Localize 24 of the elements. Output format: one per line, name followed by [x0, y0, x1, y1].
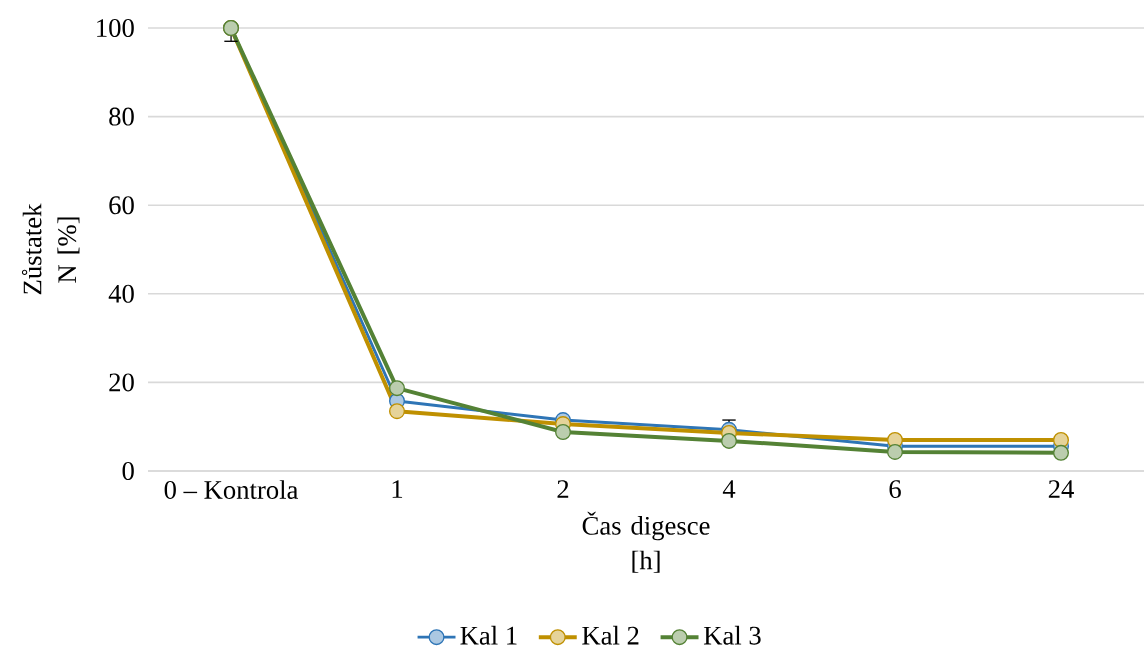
x-tick-label: 2	[557, 480, 569, 498]
point	[1053, 444, 1070, 461]
point	[555, 424, 572, 441]
legend-label: Kal 3	[703, 625, 761, 645]
point	[389, 380, 406, 397]
y-tick-label: 60	[109, 196, 134, 215]
x-axis-title: Čas digesce [h]	[582, 511, 710, 573]
y-tick-label: 20	[109, 373, 134, 392]
point	[721, 432, 738, 449]
x-tick-label: 0 – Kontrola	[164, 480, 299, 499]
x-tick-label: 1	[392, 480, 403, 498]
point	[1053, 431, 1070, 448]
x-tick-label: 4	[722, 480, 736, 498]
legend-label: Kal 2	[582, 625, 639, 645]
y-tick-label: 40	[108, 284, 134, 303]
y-tick-label: 80	[109, 107, 134, 126]
y-tick-label: 100	[97, 19, 134, 37]
x-tick-label: 6	[889, 480, 901, 499]
y-tick-label: 0	[122, 462, 134, 480]
y-axis-title: Zůstatek N [%]	[21, 203, 80, 295]
point	[887, 443, 904, 460]
point	[389, 403, 406, 420]
x-tick-label: 24	[1048, 480, 1074, 498]
legend-label: Kal 1	[460, 625, 517, 645]
